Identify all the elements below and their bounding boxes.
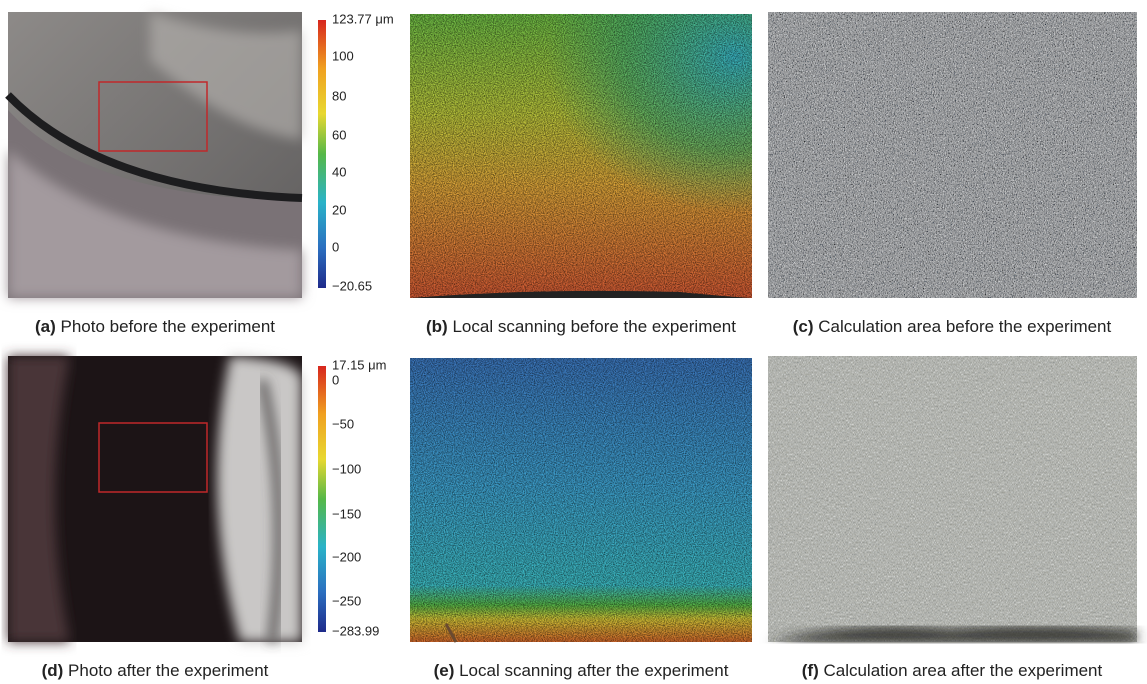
photo-before [8,12,302,298]
caption: (e) Local scanning after the experiment [434,661,729,680]
colorbar-label: 80 [332,88,346,103]
colorbar-label: −283.99 [332,623,379,638]
colorbar-label: 20 [332,202,346,217]
caption: (f) Calculation area after the experimen… [802,661,1103,680]
calc-before [768,12,1137,298]
scan-before [410,14,752,298]
caption-text: Photo after the experiment [68,661,269,680]
colorbar-label: 40 [332,164,346,179]
colorbar-label: 0 [332,239,339,254]
colorbar-label: −100 [332,461,361,476]
caption-text: Local scanning after the experiment [459,661,729,680]
caption-label: (a) [35,317,56,336]
colorbar-label: −200 [332,549,361,564]
colorbar-label: −20.65 [332,278,372,293]
colorbar-label: 0 [332,372,339,387]
caption-label: (c) [793,317,814,336]
caption-text: Photo before the experiment [60,317,275,336]
colorbar-label: 123.77 μm [332,11,394,26]
colorbar-label: 100 [332,48,354,63]
caption: (b) Local scanning before the experiment [426,317,736,336]
photo-after [8,356,302,642]
colorbar-label: −250 [332,593,361,608]
colorbar-labels: 123.77 μm 100 80 60 40 20 0 −20.65 [332,11,394,293]
caption: (a) Photo before the experiment [35,317,275,336]
caption-text: Calculation area after the experiment [823,661,1102,680]
colorbar [318,366,326,632]
caption: (d) Photo after the experiment [42,661,269,680]
figure: 123.77 μm 100 80 60 40 20 0 −20.65 17.15… [0,0,1147,684]
caption-label: (f) [802,661,819,680]
colorbar-label: −150 [332,506,361,521]
caption-label: (b) [426,317,448,336]
scan-after [410,358,752,642]
colorbar-label: 60 [332,127,346,142]
caption: (c) Calculation area before the experime… [793,317,1112,336]
caption-text: Local scanning before the experiment [452,317,736,336]
caption-text: Calculation area before the experiment [818,317,1111,336]
caption-label: (e) [434,661,455,680]
colorbar-label: 17.15 μm [332,357,386,372]
colorbar-label: −50 [332,416,354,431]
calc-after [768,356,1137,642]
colorbar [318,20,326,288]
caption-label: (d) [42,661,64,680]
colorbar-labels: 17.15 μm 0 −50 −100 −150 −200 −250 −283.… [332,357,386,638]
